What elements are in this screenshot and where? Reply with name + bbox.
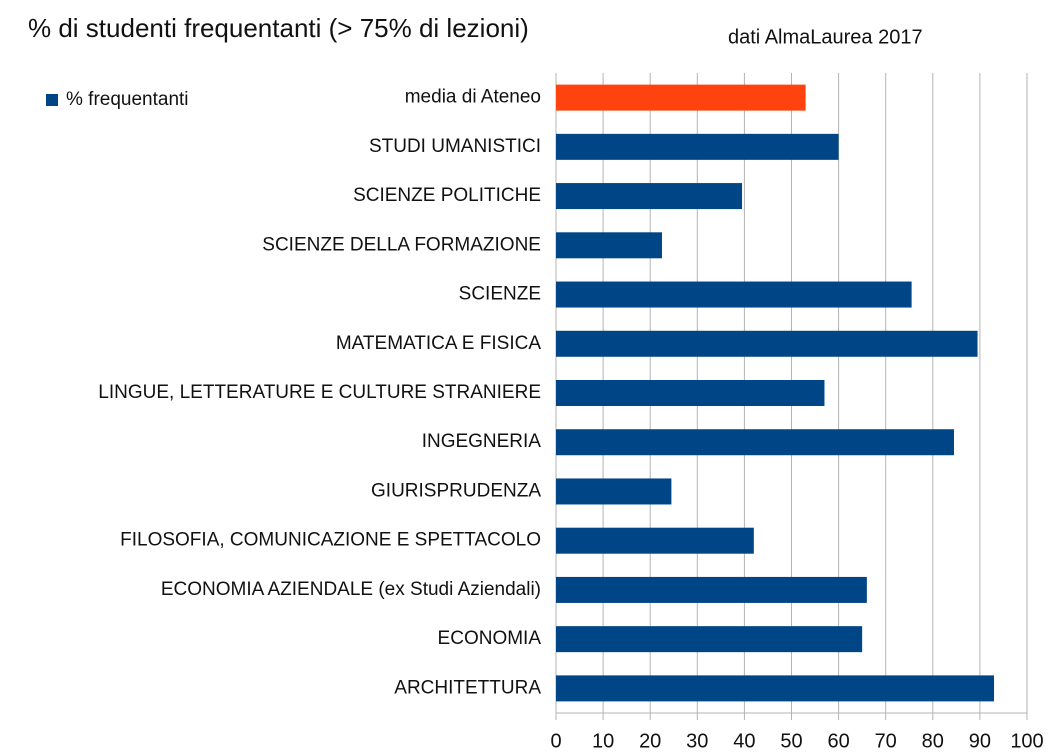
x-tick-label: 20 [639, 730, 661, 752]
x-tick-label: 80 [922, 730, 944, 752]
y-tick-label: ECONOMIA [438, 628, 542, 649]
legend-swatch [46, 94, 58, 106]
bar [556, 281, 912, 308]
legend-label: % frequentanti [66, 89, 189, 110]
y-tick-label: ECONOMIA AZIENDALE (ex Studi Aziendali) [161, 579, 541, 600]
y-tick-label: FILOSOFIA, COMUNICAZIONE E SPETTACOLO [120, 530, 541, 551]
bar [556, 84, 806, 111]
x-tick-label: 30 [686, 730, 708, 752]
bar [556, 576, 867, 603]
x-tick-label: 60 [827, 730, 849, 752]
y-tick-label: SCIENZE [459, 284, 541, 305]
bar [556, 478, 672, 505]
y-tick-label: GIURISPRUDENZA [371, 480, 541, 501]
bar [556, 183, 743, 210]
bar [556, 527, 754, 554]
y-tick-label: LINGUE, LETTERATURE E CULTURE STRANIERE [98, 382, 541, 403]
bar [556, 133, 839, 160]
bar [556, 232, 662, 259]
y-tick-label: SCIENZE POLITICHE [353, 185, 541, 206]
bar [556, 429, 954, 456]
chart-title: % di studenti frequentanti (> 75% di lez… [28, 13, 529, 43]
x-tick-label: 50 [780, 730, 802, 752]
x-tick-label: 0 [550, 730, 561, 752]
chart-subtitle: dati AlmaLaurea 2017 [728, 26, 923, 48]
x-tick-label: 70 [875, 730, 897, 752]
y-tick-label: MATEMATICA E FISICA [336, 333, 541, 354]
bar [556, 330, 978, 357]
bar [556, 380, 825, 406]
x-tick-label: 100 [1010, 730, 1043, 752]
x-tick-label: 10 [592, 730, 614, 752]
y-tick-label: media di Ateneo [405, 87, 541, 108]
y-tick-label: STUDI UMANISTICI [369, 136, 541, 157]
x-tick-label: 90 [969, 730, 991, 752]
y-tick-label: INGEGNERIA [422, 431, 542, 452]
y-tick-label: ARCHITETTURA [394, 677, 541, 698]
y-tick-label: SCIENZE DELLA FORMAZIONE [262, 234, 541, 255]
bar [556, 675, 995, 702]
x-tick-label: 40 [733, 730, 755, 752]
bar [556, 626, 863, 653]
